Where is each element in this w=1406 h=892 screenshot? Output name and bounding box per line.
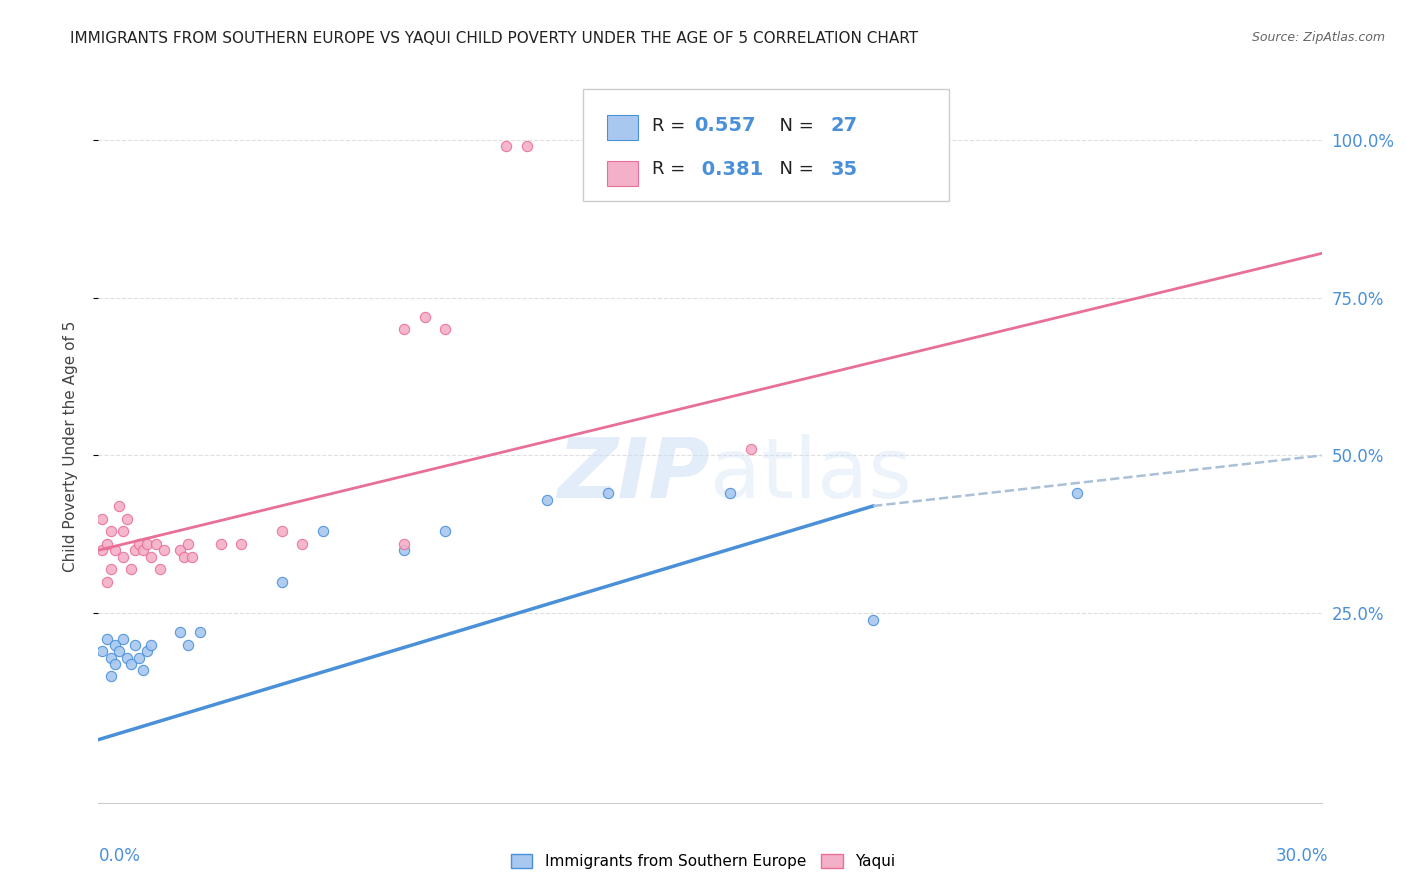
Point bbox=[115, 511, 138, 525]
Point bbox=[536, 492, 558, 507]
Point bbox=[312, 524, 335, 539]
Point bbox=[100, 650, 122, 665]
Point bbox=[270, 574, 294, 589]
Text: R =: R = bbox=[652, 117, 692, 135]
Point bbox=[720, 486, 742, 500]
Point bbox=[434, 524, 457, 539]
Point bbox=[516, 139, 538, 153]
Point bbox=[104, 638, 127, 652]
Point bbox=[152, 543, 174, 558]
Point bbox=[434, 322, 457, 336]
Point bbox=[177, 537, 200, 551]
Point bbox=[177, 638, 200, 652]
Point bbox=[145, 537, 167, 551]
Point bbox=[128, 537, 150, 551]
Legend: Immigrants from Southern Europe, Yaqui: Immigrants from Southern Europe, Yaqui bbox=[505, 848, 901, 875]
Point bbox=[104, 543, 127, 558]
Point bbox=[115, 650, 138, 665]
Text: 0.381: 0.381 bbox=[695, 160, 763, 178]
Point bbox=[91, 511, 114, 525]
Point bbox=[128, 650, 150, 665]
Point bbox=[413, 310, 436, 324]
Text: N =: N = bbox=[768, 117, 820, 135]
Point bbox=[100, 562, 122, 576]
Text: 0.557: 0.557 bbox=[695, 117, 756, 136]
Point bbox=[120, 657, 142, 671]
Point bbox=[173, 549, 195, 564]
Point bbox=[169, 543, 191, 558]
Text: 35: 35 bbox=[831, 160, 858, 178]
Point bbox=[862, 613, 884, 627]
Point bbox=[188, 625, 212, 640]
Point bbox=[1066, 486, 1088, 500]
Text: 0.0%: 0.0% bbox=[98, 847, 141, 865]
Point bbox=[91, 644, 114, 658]
Point bbox=[141, 549, 163, 564]
Point bbox=[169, 625, 191, 640]
Point bbox=[111, 524, 134, 539]
Point bbox=[392, 322, 416, 336]
Point bbox=[111, 549, 134, 564]
Point bbox=[120, 562, 142, 576]
Point bbox=[181, 549, 204, 564]
Point bbox=[136, 537, 159, 551]
Point bbox=[392, 537, 416, 551]
Point bbox=[111, 632, 134, 646]
Point bbox=[104, 657, 127, 671]
Text: atlas: atlas bbox=[710, 434, 911, 515]
Point bbox=[149, 562, 172, 576]
Point bbox=[96, 537, 118, 551]
Text: N =: N = bbox=[768, 160, 820, 178]
Point bbox=[100, 669, 122, 683]
Point bbox=[96, 574, 118, 589]
Point bbox=[136, 644, 159, 658]
Text: ZIP: ZIP bbox=[557, 434, 710, 515]
Text: IMMIGRANTS FROM SOUTHERN EUROPE VS YAQUI CHILD POVERTY UNDER THE AGE OF 5 CORREL: IMMIGRANTS FROM SOUTHERN EUROPE VS YAQUI… bbox=[70, 31, 918, 46]
Y-axis label: Child Poverty Under the Age of 5: Child Poverty Under the Age of 5 bbox=[63, 320, 77, 572]
Point bbox=[209, 537, 232, 551]
Point bbox=[495, 139, 517, 153]
Point bbox=[91, 543, 114, 558]
Point bbox=[100, 524, 122, 539]
Point bbox=[598, 486, 620, 500]
Point bbox=[141, 638, 163, 652]
Point bbox=[740, 442, 762, 457]
Point bbox=[231, 537, 253, 551]
Point bbox=[132, 663, 155, 677]
Point bbox=[132, 543, 155, 558]
Text: R =: R = bbox=[652, 160, 692, 178]
Point bbox=[291, 537, 314, 551]
Text: 27: 27 bbox=[831, 117, 858, 136]
Text: Source: ZipAtlas.com: Source: ZipAtlas.com bbox=[1251, 31, 1385, 45]
Point bbox=[96, 632, 118, 646]
Point bbox=[270, 524, 294, 539]
Text: 30.0%: 30.0% bbox=[1277, 847, 1329, 865]
Point bbox=[108, 644, 131, 658]
Point bbox=[124, 543, 146, 558]
Point bbox=[124, 638, 146, 652]
Point bbox=[392, 543, 416, 558]
Point bbox=[108, 499, 131, 513]
